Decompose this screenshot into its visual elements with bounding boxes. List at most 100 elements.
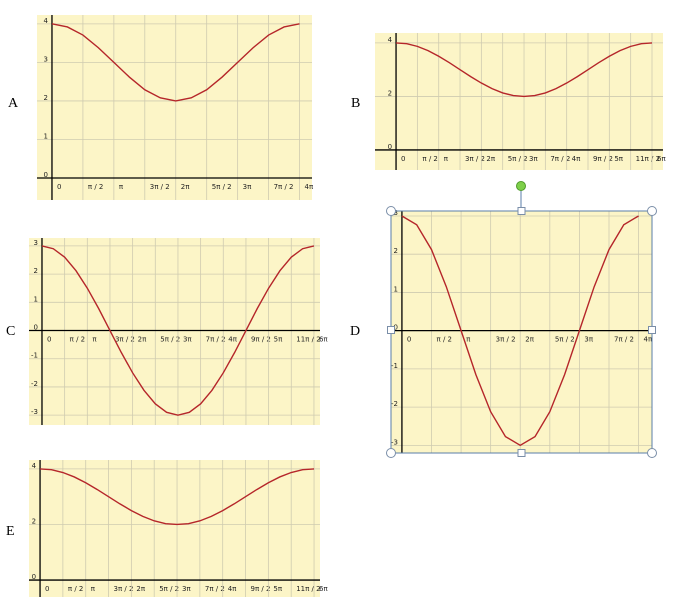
- x-tick-label: 11π / 2: [296, 336, 320, 344]
- resize-handle: [648, 326, 656, 334]
- y-tick-label: 2: [34, 267, 38, 275]
- option-label: E: [6, 524, 15, 539]
- x-tick-label: π / 2: [437, 336, 452, 344]
- y-tick-label: 2: [388, 89, 392, 97]
- x-tick-label: 3π / 2: [465, 155, 485, 163]
- x-tick-label: 5π / 2: [159, 585, 179, 593]
- resize-handle: [386, 448, 396, 458]
- y-tick-label: 1: [393, 285, 397, 293]
- x-tick-label: π: [466, 336, 471, 344]
- y-tick-label: -1: [31, 352, 38, 360]
- x-tick-label: 3π: [584, 336, 593, 344]
- x-tick-label: 2π: [136, 585, 145, 593]
- curve: [51, 23, 300, 102]
- x-tick-label: π / 2: [422, 155, 437, 163]
- x-tick-label: 2π: [181, 183, 190, 191]
- y-tick-label: 1: [34, 295, 38, 303]
- resize-handle: [647, 448, 657, 458]
- option-label: B: [351, 96, 360, 111]
- x-tick-label: 7π / 2: [550, 155, 570, 163]
- x-tick-label: 3π: [529, 155, 538, 163]
- y-tick-label: 2: [44, 94, 48, 102]
- x-tick-label: 6π: [319, 585, 328, 593]
- plot-background: [37, 15, 312, 200]
- option-label: C: [6, 324, 15, 339]
- x-tick-label: 11π / 2: [636, 155, 660, 163]
- x-tick-label: π: [91, 585, 96, 593]
- x-tick-label: 2π: [138, 336, 147, 344]
- resize-handle: [517, 449, 526, 457]
- x-tick-label: 7π / 2: [205, 585, 225, 593]
- x-tick-label: 0: [57, 183, 61, 191]
- x-tick-label: π: [119, 183, 124, 191]
- curve: [395, 42, 653, 98]
- chart: E 0 π / 2 π 3π / 2 2π 5π / 2 3π 7π / 2 4π 9π / 2 5π…: [6, 460, 328, 597]
- option-label: A: [8, 96, 19, 111]
- x-tick-label: 5π: [273, 585, 282, 593]
- y-tick-label: -1: [391, 362, 398, 370]
- plot-background: [29, 238, 320, 425]
- x-tick-label: 3π: [243, 183, 252, 191]
- x-tick-label: 6π: [319, 336, 328, 344]
- y-tick-label: 2: [32, 517, 36, 525]
- selection-frame: [386, 181, 657, 458]
- x-tick-label: 5π: [614, 155, 623, 163]
- resize-handle: [517, 207, 526, 215]
- y-tick-label: -3: [31, 408, 38, 416]
- option-label: D: [350, 324, 360, 339]
- x-tick-label: 5π / 2: [212, 183, 232, 191]
- y-tick-label: -2: [31, 380, 38, 388]
- x-tick-label: 11π / 2: [296, 585, 320, 593]
- x-tick-label: 9π / 2: [593, 155, 613, 163]
- y-tick-label: 4: [44, 17, 49, 25]
- curve: [41, 245, 315, 416]
- y-tick-label: 0: [44, 171, 48, 179]
- x-tick-label: π / 2: [70, 336, 85, 344]
- chart: C 0 π / 2 π 3π / 2 2π 5π / 2 3π 7π / 2 4π 9π / 2 5π…: [6, 238, 328, 425]
- x-tick-label: 9π / 2: [251, 585, 271, 593]
- x-tick-label: 7π / 2: [206, 336, 226, 344]
- y-tick-label: 3: [393, 209, 397, 217]
- y-tick-label: -3: [391, 438, 398, 446]
- x-tick-label: 4π: [572, 155, 581, 163]
- x-tick-label: π: [92, 336, 97, 344]
- x-tick-label: 7π / 2: [274, 183, 294, 191]
- y-tick-label: 0: [34, 324, 38, 332]
- x-tick-label: 0: [47, 336, 51, 344]
- x-tick-label: 4π: [305, 183, 314, 191]
- x-tick-label: 0: [45, 585, 49, 593]
- x-tick-label: 4π: [228, 585, 237, 593]
- x-tick-label: π / 2: [68, 585, 83, 593]
- x-tick-label: 4π: [228, 336, 237, 344]
- y-tick-label: 0: [393, 324, 397, 332]
- plot-background: [375, 33, 663, 170]
- x-tick-label: 0: [407, 336, 411, 344]
- y-tick-label: 3: [44, 55, 48, 63]
- x-tick-label: 5π / 2: [555, 336, 575, 344]
- x-tick-label: 3π / 2: [115, 336, 135, 344]
- chart: B 0 π / 2 π 3π / 2 2π 5π / 2 3π 7π / 2 4π 9π / 2 5π…: [351, 33, 666, 170]
- curve: [401, 215, 639, 447]
- x-tick-label: 7π / 2: [614, 336, 634, 344]
- chart: D 0 π / 2 π 3π / 2 2π 5π / 2 3π 7π / 2 4π -3 -2 -1 0 1…: [350, 209, 653, 453]
- chart: A 0 π / 2 π 3π / 2 2π 5π / 2 3π 7π / 2 4π 0 1 2 3 4: [8, 15, 314, 200]
- y-tick-label: -2: [391, 400, 398, 408]
- x-tick-label: 0: [401, 155, 405, 163]
- x-tick-label: 3π: [183, 336, 192, 344]
- x-tick-label: 9π / 2: [251, 336, 271, 344]
- x-tick-label: 4π: [644, 336, 653, 344]
- x-tick-label: 2π: [525, 336, 534, 344]
- plot-background: [29, 460, 320, 597]
- x-tick-label: 5π / 2: [160, 336, 180, 344]
- y-tick-label: 2: [393, 247, 397, 255]
- x-tick-label: π / 2: [88, 183, 103, 191]
- x-tick-label: 3π: [182, 585, 191, 593]
- x-tick-label: 5π: [274, 336, 283, 344]
- resize-handle: [387, 326, 395, 334]
- x-tick-label: 3π / 2: [496, 336, 516, 344]
- rotate-handle: [516, 181, 526, 191]
- resize-handle: [647, 206, 657, 216]
- resize-handle: [386, 206, 396, 216]
- x-tick-label: 2π: [486, 155, 495, 163]
